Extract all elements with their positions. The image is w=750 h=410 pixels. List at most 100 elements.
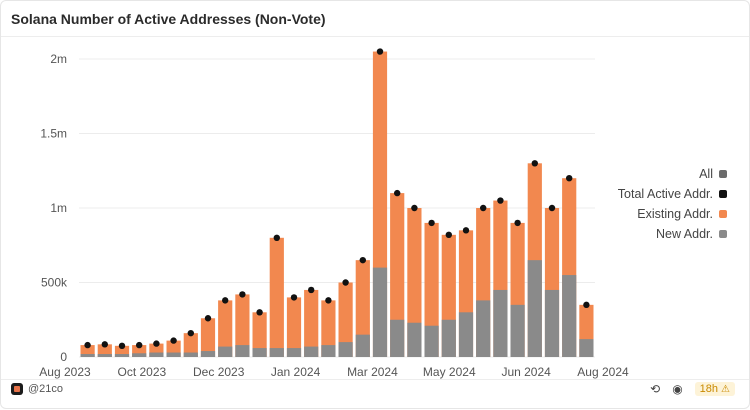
y-tick-label: 1.5m: [40, 127, 67, 141]
total-point: [290, 294, 298, 301]
new-bar: [114, 354, 130, 357]
total-point: [359, 256, 366, 264]
new-bar: [304, 346, 319, 357]
existing-bar: [286, 297, 302, 357]
new-bar: [132, 353, 147, 357]
new-bar: [390, 319, 405, 357]
header-divider: [1, 36, 749, 37]
new-bar: [321, 345, 336, 357]
x-tick-label: Dec 2023: [193, 365, 245, 379]
legend-item[interactable]: Existing Addr.: [618, 204, 727, 224]
fork-icon[interactable]: ⟲: [650, 382, 661, 396]
total-point: [256, 309, 263, 316]
existing-bar: [218, 300, 233, 357]
new-bar: [252, 348, 267, 357]
new-bar: [200, 351, 216, 357]
legend-label: Total Active Addr.: [617, 187, 713, 201]
new-bar: [286, 348, 302, 357]
existing-bar: [97, 344, 112, 357]
grid-lines: [79, 58, 595, 358]
total-point: [428, 219, 435, 227]
new-bar: [372, 267, 388, 357]
existing-bar: [355, 260, 370, 357]
new-bar: [579, 339, 594, 357]
x-tick-label: Jun 2024: [501, 365, 551, 379]
total-point: [101, 341, 109, 348]
legend-swatch: [719, 230, 727, 238]
total-point: [480, 204, 487, 212]
legend-swatch: [719, 170, 727, 178]
new-bar: [476, 300, 491, 357]
existing-bar: [132, 345, 147, 357]
total-point: [273, 234, 280, 241]
new-bar: [562, 275, 577, 357]
x-tick-label: Aug 2023: [39, 365, 91, 379]
new-bar: [235, 345, 250, 357]
legend-label: New Addr.: [656, 227, 713, 241]
total-point: [170, 337, 177, 344]
total-point: [583, 301, 590, 309]
total-point: [514, 219, 521, 227]
total-point: [325, 297, 332, 304]
total-point: [411, 204, 418, 212]
existing-bar: [407, 208, 422, 357]
logo-icon: [11, 383, 23, 395]
total-points: [84, 48, 590, 350]
total-point: [187, 329, 194, 337]
y-tick-label: 1m: [50, 201, 67, 215]
camera-icon[interactable]: ◉: [672, 382, 683, 396]
new-bar: [218, 346, 233, 357]
total-point: [308, 286, 315, 294]
legend-label: Existing Addr.: [637, 207, 713, 221]
new-bar: [183, 352, 198, 357]
page-title: Solana Number of Active Addresses (Non-V…: [11, 11, 326, 27]
y-tick-labels: 0 500k 1m 1.5m 2m: [40, 52, 68, 364]
x-tick-label: Jan 2024: [271, 365, 321, 379]
footer-credit: @21co: [11, 383, 63, 395]
total-point: [376, 48, 384, 55]
total-point: [204, 315, 212, 322]
total-point: [445, 231, 452, 239]
new-bar: [544, 289, 560, 357]
new-bar: [166, 352, 181, 357]
total-point: [394, 189, 401, 197]
new-bar: [149, 352, 164, 357]
total-point: [462, 227, 470, 234]
new-bar: [407, 322, 422, 357]
total-point: [531, 160, 538, 167]
existing-bar: [338, 282, 353, 357]
new-bar: [80, 354, 95, 357]
existing-bar: [304, 289, 319, 357]
total-point: [548, 204, 556, 212]
legend-item[interactable]: New Addr.: [618, 224, 727, 244]
x-tick-label: Aug 2024: [577, 365, 629, 379]
legend-swatch: [719, 190, 727, 198]
total-point: [136, 341, 143, 349]
existing-bar: [390, 193, 405, 357]
refresh-badge[interactable]: 18h ⚠: [694, 382, 735, 396]
total-point: [118, 342, 126, 350]
existing-bar: [114, 345, 130, 357]
toolbar: ⟲ ◉ 18h ⚠: [638, 382, 735, 396]
bars: [80, 51, 594, 358]
total-point: [497, 197, 504, 204]
y-tick-label: 2m: [50, 52, 67, 66]
existing-bar: [269, 237, 284, 357]
warning-icon: ⚠: [721, 383, 730, 395]
new-bar: [510, 304, 525, 357]
new-bar: [355, 334, 370, 357]
legend-item[interactable]: Total Active Addr.: [618, 184, 727, 204]
legend-item[interactable]: All: [618, 164, 727, 184]
new-bar: [458, 312, 474, 357]
total-point: [566, 175, 573, 182]
new-bar: [424, 325, 439, 357]
author-label[interactable]: @21co: [28, 383, 64, 395]
new-bar: [527, 260, 542, 357]
new-bar: [269, 348, 284, 357]
existing-bar: [200, 318, 216, 357]
existing-bar: [252, 312, 267, 357]
total-point: [222, 297, 229, 304]
new-bar: [493, 289, 508, 357]
